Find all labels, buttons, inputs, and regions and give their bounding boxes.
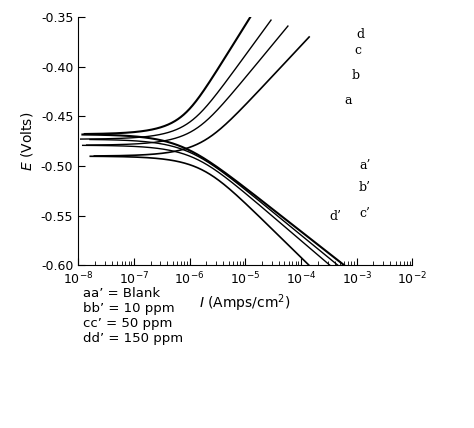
Text: aa’ = Blank
bb’ = 10 ppm
cc’ = 50 ppm
dd’ = 150 ppm: aa’ = Blank bb’ = 10 ppm cc’ = 50 ppm dd… xyxy=(83,287,183,345)
Y-axis label: $E$ (Volts): $E$ (Volts) xyxy=(19,112,35,171)
Text: c’: c’ xyxy=(359,207,370,220)
Text: c: c xyxy=(355,45,362,57)
Text: a: a xyxy=(344,94,352,107)
X-axis label: $I$ (Amps/cm$^2$): $I$ (Amps/cm$^2$) xyxy=(200,292,291,314)
Text: d’: d’ xyxy=(329,210,341,223)
Text: b’: b’ xyxy=(359,181,371,194)
Text: a’: a’ xyxy=(359,158,370,172)
Text: b: b xyxy=(351,69,359,82)
Text: d: d xyxy=(356,27,365,41)
